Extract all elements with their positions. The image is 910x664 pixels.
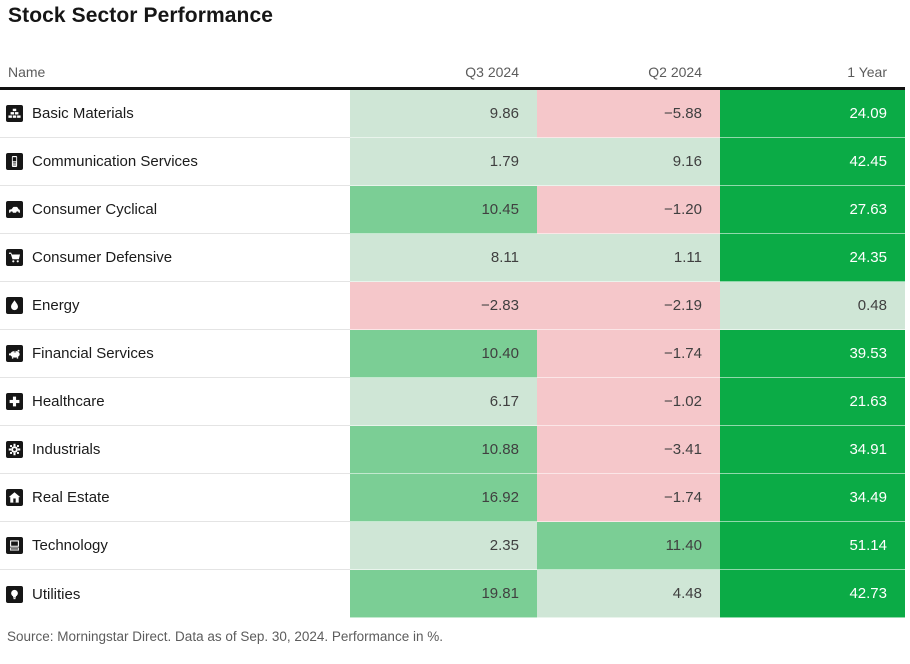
one-year-value-cell: 34.49: [720, 474, 905, 522]
sector-name-cell: Financial Services: [0, 330, 350, 378]
sector-name-cell: Industrials: [0, 426, 350, 474]
sector-name-cell: Healthcare: [0, 378, 350, 426]
q2-2024-value-cell: −2.19: [537, 282, 720, 330]
q2-2024-value-cell: −5.88: [537, 90, 720, 138]
mobile-phone-icon: [6, 153, 23, 170]
q3-2024-value-cell: 1.79: [350, 138, 537, 186]
table-row: Financial Services 10.40 −1.74 39.53: [0, 330, 905, 378]
table-body: Basic Materials 9.86 −5.88 24.09 Communicati…: [0, 90, 905, 618]
table-row: Technology 2.35 11.40 51.14: [0, 522, 905, 570]
sector-name-cell: Real Estate: [0, 474, 350, 522]
q2-2024-value-cell: 11.40: [537, 522, 720, 570]
computer-icon: [6, 537, 23, 554]
table-header-row: Name Q3 2024 Q2 2024 1 Year: [0, 64, 905, 90]
q3-2024-value-cell: 2.35: [350, 522, 537, 570]
sector-label: Communication Services: [32, 153, 198, 170]
sector-label: Consumer Cyclical: [32, 201, 158, 218]
sector-label: Industrials: [32, 441, 101, 458]
one-year-value-cell: 39.53: [720, 330, 905, 378]
table-row: Communication Services 1.79 9.16 42.45: [0, 138, 905, 186]
q2-2024-value-cell: 9.16: [537, 138, 720, 186]
sector-label: Technology: [32, 537, 108, 554]
page-title: Stock Sector Performance: [8, 4, 274, 27]
oil-drop-icon: [6, 297, 23, 314]
column-header-q3-2024: Q3 2024: [465, 64, 519, 80]
car-icon: [6, 201, 23, 218]
bricks-pyramid-icon: [6, 105, 23, 122]
table-row: Real Estate 16.92 −1.74 34.49: [0, 474, 905, 522]
q3-2024-value-cell: −2.83: [350, 282, 537, 330]
sector-label: Healthcare: [32, 393, 105, 410]
sector-label: Basic Materials: [32, 105, 134, 122]
table-row: Industrials 10.88 −3.41 34.91: [0, 426, 905, 474]
q2-2024-value-cell: 1.11: [537, 234, 720, 282]
q3-2024-value-cell: 8.11: [350, 234, 537, 282]
sector-label: Real Estate: [32, 489, 110, 506]
sector-label: Utilities: [32, 585, 81, 603]
table-row: Consumer Defensive 8.11 1.11 24.35: [0, 234, 905, 282]
table-row: Energy −2.83 −2.19 0.48: [0, 282, 905, 330]
q2-2024-value-cell: 4.48: [537, 570, 720, 618]
lightbulb-icon: [6, 585, 23, 603]
one-year-value-cell: 27.63: [720, 186, 905, 234]
piggy-bank-icon: [6, 345, 23, 362]
gear-icon: [6, 441, 23, 458]
table-row: Consumer Cyclical 10.45 −1.20 27.63: [0, 186, 905, 234]
source-note: Source: Morningstar Direct. Data as of S…: [7, 629, 443, 644]
column-header-q2-2024: Q2 2024: [648, 64, 702, 80]
sector-name-cell: Utilities: [0, 570, 350, 618]
sector-label: Energy: [32, 297, 80, 314]
sector-name-cell: Consumer Defensive: [0, 234, 350, 282]
sector-performance-widget: Stock Sector Performance Name Q3 2024 Q2…: [0, 4, 905, 644]
shopping-cart-icon: [6, 249, 23, 266]
one-year-value-cell: 0.48: [720, 282, 905, 330]
one-year-value-cell: 24.09: [720, 90, 905, 138]
column-header-1-year: 1 Year: [847, 64, 887, 80]
sector-name-cell: Communication Services: [0, 138, 350, 186]
one-year-value-cell: 21.63: [720, 378, 905, 426]
q2-2024-value-cell: −3.41: [537, 426, 720, 474]
one-year-value-cell: 24.35: [720, 234, 905, 282]
one-year-value-cell: 42.73: [720, 570, 905, 618]
q3-2024-value-cell: 10.45: [350, 186, 537, 234]
sector-name-cell: Technology: [0, 522, 350, 570]
q2-2024-value-cell: −1.20: [537, 186, 720, 234]
one-year-value-cell: 34.91: [720, 426, 905, 474]
table-row: Basic Materials 9.86 −5.88 24.09: [0, 90, 905, 138]
sector-name-cell: Basic Materials: [0, 90, 350, 138]
q3-2024-value-cell: 10.40: [350, 330, 537, 378]
medical-cross-icon: [6, 393, 23, 410]
sector-label: Financial Services: [32, 345, 154, 362]
column-header-name: Name: [8, 64, 46, 80]
sector-label: Consumer Defensive: [32, 249, 173, 266]
q3-2024-value-cell: 16.92: [350, 474, 537, 522]
q3-2024-value-cell: 10.88: [350, 426, 537, 474]
q2-2024-value-cell: −1.74: [537, 474, 720, 522]
one-year-value-cell: 42.45: [720, 138, 905, 186]
q2-2024-value-cell: −1.74: [537, 330, 720, 378]
sector-name-cell: Energy: [0, 282, 350, 330]
sector-name-cell: Consumer Cyclical: [0, 186, 350, 234]
table-row: Healthcare 6.17 −1.02 21.63: [0, 378, 905, 426]
table-row: Utilities 19.81 4.48 42.73: [0, 570, 905, 618]
q2-2024-value-cell: −1.02: [537, 378, 720, 426]
q3-2024-value-cell: 6.17: [350, 378, 537, 426]
q3-2024-value-cell: 19.81: [350, 570, 537, 618]
q3-2024-value-cell: 9.86: [350, 90, 537, 138]
one-year-value-cell: 51.14: [720, 522, 905, 570]
house-icon: [6, 489, 23, 506]
